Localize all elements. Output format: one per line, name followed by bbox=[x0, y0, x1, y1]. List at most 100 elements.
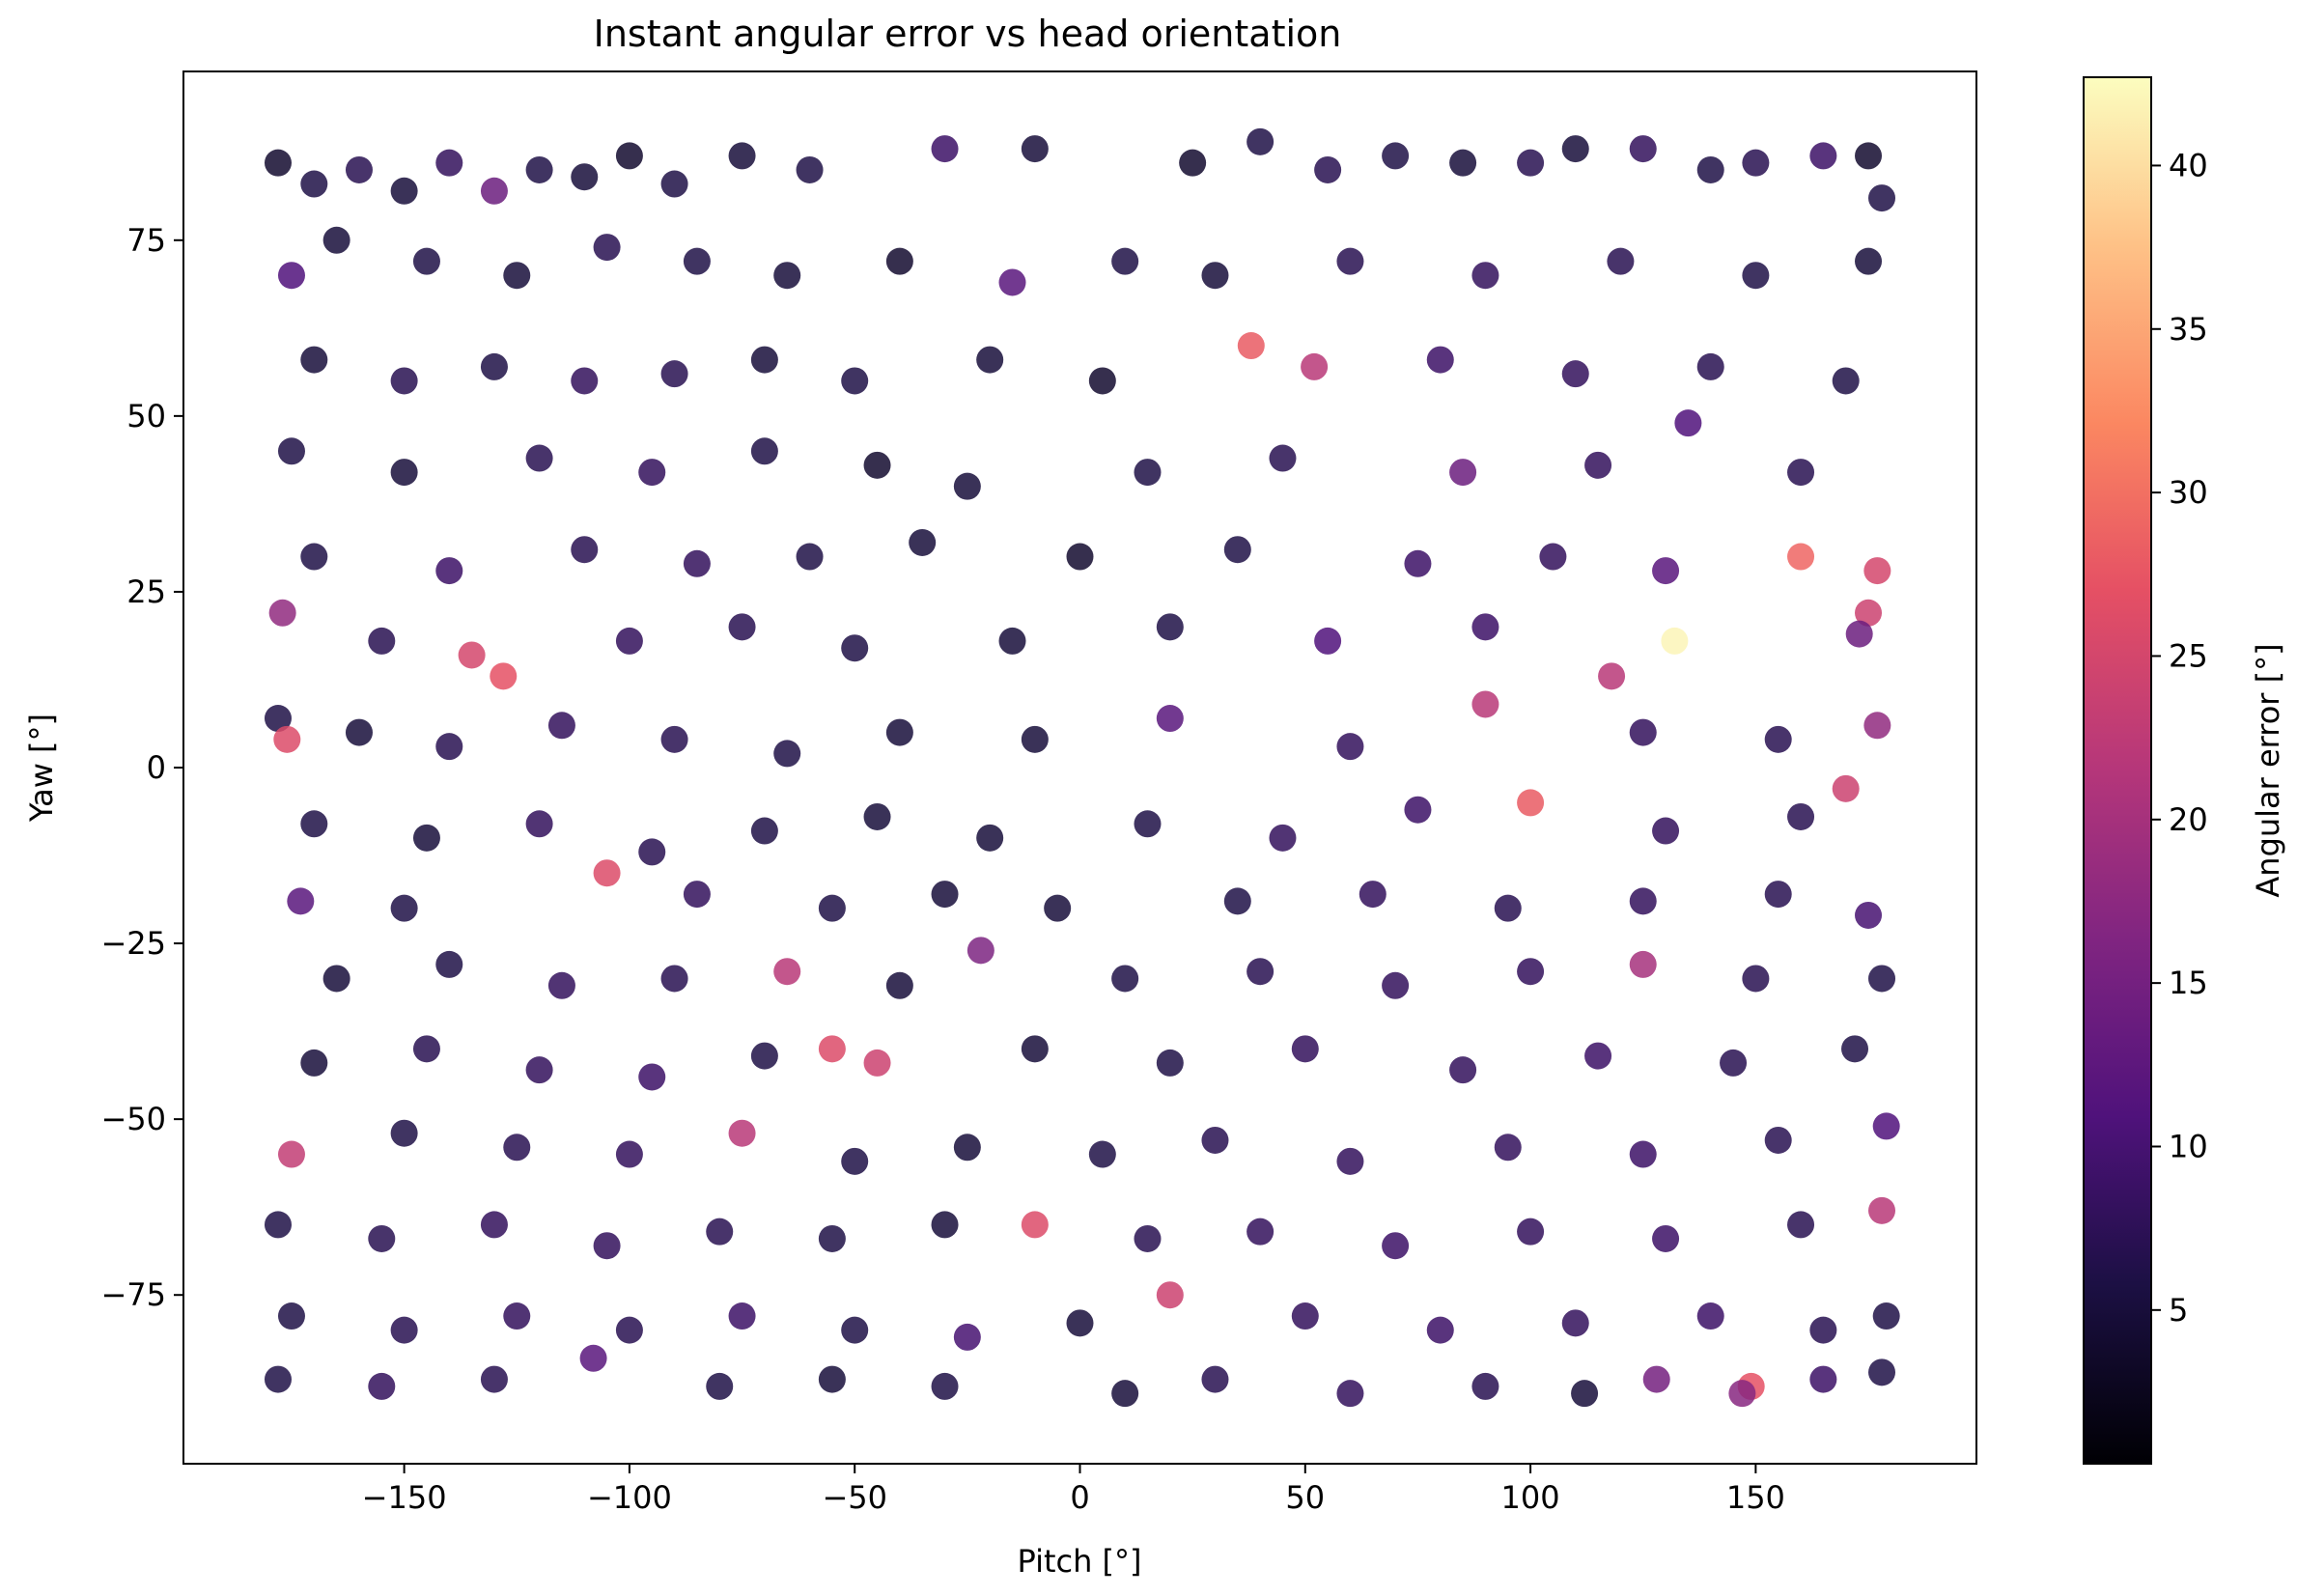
data-point bbox=[1156, 1049, 1184, 1077]
data-point bbox=[706, 1372, 734, 1400]
data-point bbox=[390, 1316, 418, 1344]
data-point bbox=[1764, 1126, 1792, 1154]
data-point bbox=[390, 1119, 418, 1147]
colorbar-tick-label: 25 bbox=[2169, 637, 2208, 674]
y-tick-label: −50 bbox=[100, 1101, 166, 1137]
data-point bbox=[1832, 367, 1860, 395]
data-point bbox=[931, 135, 959, 163]
data-point bbox=[953, 472, 981, 500]
x-tick-label: 100 bbox=[1501, 1479, 1560, 1516]
data-point bbox=[1314, 155, 1342, 183]
data-point bbox=[1021, 725, 1049, 753]
x-axis-ticks: −150 −100 −50 0 50 100 150 bbox=[362, 1464, 1785, 1516]
data-point bbox=[1156, 705, 1184, 733]
data-point bbox=[1584, 451, 1612, 479]
data-point bbox=[593, 234, 621, 262]
data-point bbox=[1494, 1134, 1522, 1162]
data-point bbox=[1787, 543, 1815, 571]
x-tick-label: 50 bbox=[1285, 1479, 1325, 1516]
data-point bbox=[1845, 620, 1873, 648]
data-point bbox=[593, 1232, 621, 1260]
data-point bbox=[480, 352, 508, 380]
data-point bbox=[976, 824, 1004, 852]
data-point bbox=[390, 894, 418, 922]
data-point bbox=[1642, 1365, 1670, 1393]
y-tick-label: 0 bbox=[147, 749, 166, 786]
data-point bbox=[1359, 881, 1387, 909]
data-point bbox=[1156, 1281, 1184, 1309]
data-point bbox=[1449, 149, 1477, 177]
data-point bbox=[1787, 459, 1815, 487]
data-point bbox=[1696, 352, 1724, 380]
data-point bbox=[1134, 810, 1162, 838]
data-point bbox=[1382, 142, 1410, 170]
colorbar-tick-label: 30 bbox=[2169, 474, 2208, 511]
data-point bbox=[435, 950, 463, 978]
data-point bbox=[1291, 1035, 1319, 1063]
data-point bbox=[1696, 1302, 1724, 1330]
data-point bbox=[277, 1302, 305, 1330]
data-point bbox=[300, 346, 328, 374]
data-point bbox=[841, 634, 869, 662]
data-point bbox=[490, 662, 518, 690]
data-point bbox=[1728, 1380, 1756, 1408]
y-axis-ticks: −75 −50 −25 0 25 50 75 bbox=[100, 222, 183, 1313]
data-point bbox=[571, 367, 599, 395]
data-point bbox=[1661, 627, 1689, 655]
data-point bbox=[1517, 1218, 1545, 1246]
colorbar-tick-label: 15 bbox=[2169, 965, 2208, 1001]
data-point bbox=[1809, 1365, 1837, 1393]
data-point bbox=[593, 859, 621, 887]
data-point bbox=[1471, 690, 1499, 718]
data-point bbox=[503, 262, 531, 290]
data-point bbox=[525, 444, 553, 472]
x-tick-label: 0 bbox=[1070, 1479, 1089, 1516]
data-point bbox=[1471, 262, 1499, 290]
data-point bbox=[1426, 346, 1454, 374]
data-point bbox=[728, 142, 756, 170]
data-point bbox=[863, 451, 891, 479]
data-point bbox=[345, 718, 373, 746]
data-point bbox=[750, 346, 778, 374]
data-point bbox=[322, 226, 350, 254]
data-point bbox=[300, 543, 328, 571]
data-point bbox=[1809, 142, 1837, 170]
data-point bbox=[660, 170, 688, 198]
data-point bbox=[300, 170, 328, 198]
x-tick-label: −100 bbox=[587, 1479, 672, 1516]
data-point bbox=[547, 971, 575, 999]
colorbar-tick-label: 40 bbox=[2169, 147, 2208, 183]
data-point bbox=[1855, 599, 1883, 627]
data-point bbox=[277, 1140, 305, 1168]
data-point bbox=[1134, 1224, 1162, 1252]
data-point bbox=[1629, 135, 1657, 163]
data-point bbox=[998, 268, 1026, 296]
data-point bbox=[1269, 444, 1297, 472]
data-point bbox=[1291, 1302, 1319, 1330]
data-point bbox=[390, 177, 418, 205]
data-point bbox=[547, 712, 575, 740]
data-point bbox=[300, 1049, 328, 1077]
data-point bbox=[1539, 543, 1567, 571]
data-point bbox=[1301, 352, 1329, 380]
data-point bbox=[1382, 971, 1410, 999]
data-point bbox=[750, 817, 778, 845]
data-point bbox=[1247, 958, 1275, 986]
data-point bbox=[264, 1365, 292, 1393]
data-point bbox=[1855, 901, 1883, 929]
data-point bbox=[1598, 662, 1626, 690]
data-point bbox=[390, 459, 418, 487]
data-point bbox=[571, 536, 599, 564]
data-point bbox=[1314, 627, 1342, 655]
data-point bbox=[1088, 1140, 1116, 1168]
data-point bbox=[966, 937, 994, 965]
data-point bbox=[525, 155, 553, 183]
colorbar-tick-label: 5 bbox=[2169, 1292, 2188, 1329]
data-point bbox=[1868, 1358, 1896, 1386]
data-point bbox=[1088, 367, 1116, 395]
data-point bbox=[368, 1372, 396, 1400]
data-point bbox=[1832, 774, 1860, 802]
colorbar-tick-label: 35 bbox=[2169, 311, 2208, 348]
data-point bbox=[1404, 796, 1432, 824]
